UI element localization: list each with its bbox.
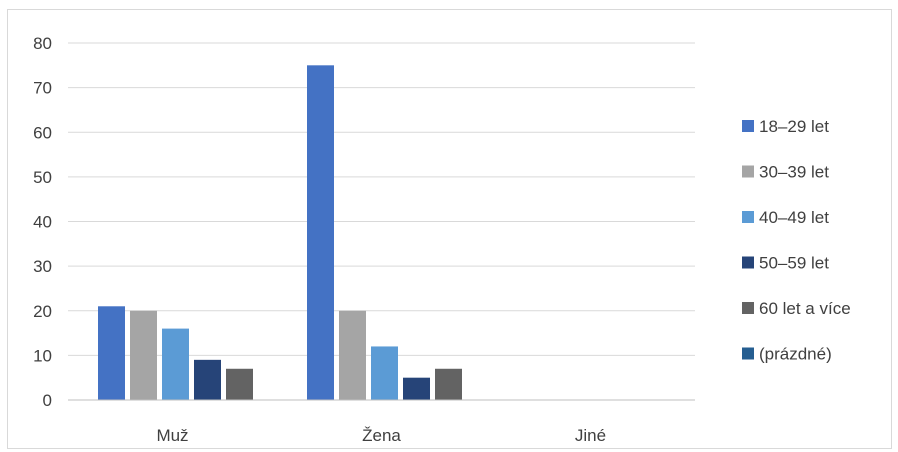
y-tick-label: 80 (33, 34, 52, 53)
legend-label: 18–29 let (759, 117, 829, 136)
legend-label: 40–49 let (759, 208, 829, 227)
legend-swatch (742, 256, 754, 269)
y-axis-tick-labels: 0 10 20 30 40 50 60 70 80 (33, 34, 52, 410)
bar-0-4 (226, 368, 253, 400)
y-tick-label: 70 (33, 79, 52, 98)
y-tick-label: 50 (33, 168, 52, 187)
legend-swatch (742, 211, 754, 223)
bar-1-3 (403, 377, 430, 400)
y-tick-label: 40 (33, 213, 52, 232)
legend: 18–29 let 30–39 let 40–49 let 50–59 let 60 l… (742, 117, 851, 364)
bar-0-1 (130, 310, 157, 400)
y-tick-label: 20 (33, 302, 52, 321)
bar-1-0 (307, 65, 334, 400)
legend-swatch (742, 165, 754, 178)
legend-swatch (742, 120, 754, 132)
x-category-label: Jiné (575, 426, 606, 445)
legend-label: 30–39 let (759, 163, 829, 182)
legend-label: (prázdné) (759, 345, 832, 364)
gridlines (68, 42, 695, 356)
x-axis-category-labels: Muž Žena Jiné (156, 426, 606, 445)
legend-label: 60 let a více (759, 299, 851, 318)
x-category-label: Muž (156, 426, 188, 445)
legend-swatch (742, 347, 754, 360)
bar-0-2 (162, 328, 189, 400)
bar-1-1 (339, 310, 366, 400)
bar-1-4 (435, 368, 462, 400)
y-tick-label: 60 (33, 123, 52, 142)
bar-0-3 (194, 359, 221, 400)
x-category-label: Žena (362, 426, 401, 445)
bar-1-2 (371, 346, 398, 400)
bars (98, 65, 462, 400)
legend-swatch (742, 302, 754, 314)
y-tick-label: 0 (43, 391, 52, 410)
y-tick-label: 30 (33, 257, 52, 276)
legend-label: 50–59 let (759, 254, 829, 273)
y-tick-label: 10 (33, 346, 52, 365)
bar-0-0 (98, 306, 125, 400)
